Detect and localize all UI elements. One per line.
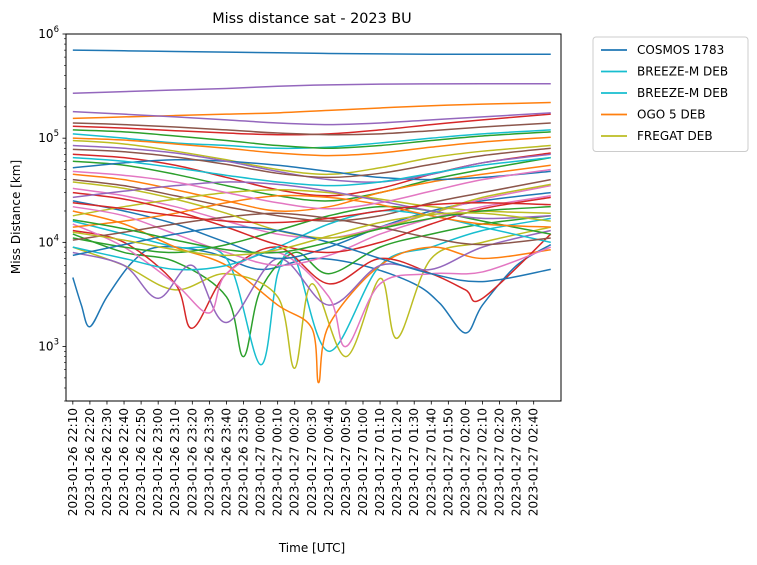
series-line-10 [72, 223, 552, 348]
x-tick-label: 2023-01-26 22:50 [134, 408, 148, 516]
x-tick-label: 2023-01-27 02:30 [510, 408, 524, 516]
series-line-1 [72, 82, 551, 94]
x-tick-label: 2023-01-27 01:40 [424, 408, 438, 516]
chart-title: Miss distance sat - 2023 BU [212, 11, 411, 27]
x-tick-label: 2023-01-27 00:40 [322, 408, 336, 516]
series-line-34 [72, 226, 551, 283]
x-tick-label: 2023-01-27 02:00 [458, 408, 472, 516]
x-tick-label: 2023-01-26 22:30 [100, 408, 114, 516]
series-line-25 [72, 159, 551, 181]
series-line-35 [72, 136, 551, 157]
x-axis: 2023-01-26 22:10 2023-01-26 22:20 2023-01-… [66, 401, 541, 516]
x-tick-label: 2023-01-27 00:30 [305, 408, 319, 516]
series-line-26 [72, 194, 551, 228]
series-line-39 [72, 201, 551, 224]
x-tick-label: 2023-01-26 22:10 [66, 408, 80, 516]
x-tick-label: 2023-01-26 23:00 [151, 408, 165, 516]
series-line-7 [72, 210, 551, 384]
series-line-15 [72, 139, 551, 176]
x-tick-label: 2023-01-27 01:10 [373, 408, 387, 516]
series-line-20 [72, 122, 551, 136]
legend-label: BREEZE-M DEB [637, 65, 728, 79]
series-line-4 [72, 215, 551, 358]
series-line-18 [72, 110, 551, 126]
series-line-6 [72, 226, 551, 369]
series-line-19 [72, 184, 551, 240]
legend-label: OGO 5 DEB [637, 108, 706, 122]
y-tick-label: 105 [38, 129, 59, 145]
x-tick-label: 2023-01-27 00:50 [339, 408, 353, 516]
series-line-29 [72, 129, 551, 150]
series-line-28 [72, 195, 551, 267]
x-tick-label: 2023-01-27 00:00 [254, 408, 268, 516]
y-axis: 103 104 105 106 [38, 25, 66, 402]
x-tick-label: 2023-01-27 02:10 [475, 408, 489, 516]
x-tick-label: 2023-01-27 01:00 [356, 408, 370, 516]
y-axis-label: Miss Distance [km] [9, 160, 23, 274]
series-line-33 [72, 156, 551, 187]
series-line-8 [72, 229, 552, 329]
series-line-23 [72, 209, 551, 271]
series-line-41 [72, 212, 551, 257]
x-tick-label: 2023-01-26 23:20 [185, 408, 199, 516]
series-line-17 [72, 164, 551, 212]
x-tick-label: 2023-01-26 23:50 [237, 408, 251, 516]
x-tick-label: 2023-01-27 02:20 [493, 408, 507, 516]
series-line-30 [72, 191, 551, 254]
series-line-31 [72, 212, 551, 246]
legend: COSMOS 1783 BREEZE-M DEB BREEZE-M DEB OGO 5… [592, 36, 749, 152]
x-tick-label: 2023-01-26 22:20 [83, 408, 97, 516]
x-tick-label: 2023-01-26 23:30 [202, 408, 216, 516]
x-tick-label: 2023-01-27 00:10 [271, 408, 285, 516]
series-line-0 [72, 49, 551, 55]
x-tick-label: 2023-01-27 02:40 [527, 408, 541, 516]
y-tick-label: 104 [38, 233, 59, 249]
legend-label: BREEZE-M DEB [637, 86, 728, 100]
series-line-36 [72, 181, 551, 220]
x-axis-label: Time [UTC] [278, 541, 345, 555]
x-tick-label: 2023-01-26 23:40 [219, 408, 233, 516]
x-tick-label: 2023-01-27 00:20 [288, 408, 302, 516]
legend-label: FREGAT DEB [637, 129, 713, 143]
x-tick-label: 2023-01-27 01:50 [441, 408, 455, 516]
x-tick-label: 2023-01-26 22:40 [117, 408, 131, 516]
y-tick-label: 106 [38, 25, 59, 41]
x-tick-label: 2023-01-27 01:20 [390, 408, 404, 516]
series-line-24 [72, 188, 551, 217]
x-tick-label: 2023-01-27 01:30 [407, 408, 421, 516]
series-line-40 [72, 147, 551, 179]
legend-box [592, 36, 749, 152]
x-tick-label: 2023-01-26 23:10 [168, 408, 182, 516]
series-line-37 [72, 168, 551, 210]
plot-frame [65, 33, 562, 402]
y-tick-label: 103 [38, 338, 59, 354]
series-line-11 [72, 178, 551, 222]
series-layer [72, 49, 552, 384]
series-line-14 [72, 156, 551, 202]
legend-label: COSMOS 1783 [637, 43, 724, 57]
